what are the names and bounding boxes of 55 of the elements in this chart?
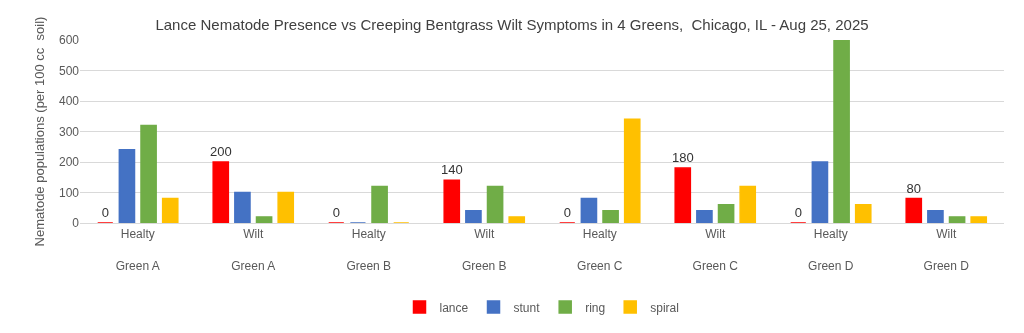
data-label: 0 bbox=[794, 205, 802, 220]
legend-label: spiral bbox=[650, 300, 679, 315]
bar bbox=[255, 216, 273, 223]
y-tick-label: 100 bbox=[58, 185, 80, 200]
bar bbox=[234, 191, 251, 223]
category-label: Healty Green A bbox=[115, 227, 160, 273]
category-label: Healty Green B bbox=[346, 227, 392, 273]
data-label: 180 bbox=[671, 150, 694, 166]
bar bbox=[905, 197, 923, 223]
data-label: 200 bbox=[209, 144, 232, 159]
bar bbox=[486, 185, 504, 223]
data-label: 0 bbox=[101, 205, 109, 220]
legend-label: stunt bbox=[513, 300, 541, 315]
category-label: Healty Green C bbox=[577, 227, 623, 273]
bar bbox=[580, 197, 598, 223]
bar bbox=[118, 149, 136, 223]
y-tick-label: 400 bbox=[58, 94, 80, 109]
legend-label: ring bbox=[585, 300, 606, 315]
category-label: Wilt Green D bbox=[923, 227, 969, 273]
data-label: 80 bbox=[906, 180, 921, 196]
bar bbox=[508, 216, 526, 223]
data-label: 0 bbox=[563, 205, 571, 220]
y-tick-label: 300 bbox=[58, 124, 80, 139]
legend-label: lance bbox=[439, 300, 469, 315]
y-tick-label: 200 bbox=[58, 155, 80, 170]
data-label: 140 bbox=[440, 162, 463, 178]
bar bbox=[739, 185, 757, 223]
bar bbox=[212, 161, 230, 223]
bar bbox=[161, 197, 179, 223]
bar bbox=[833, 40, 850, 223]
y-tick-label: 600 bbox=[58, 33, 80, 48]
category-label: Wilt Green B bbox=[461, 227, 507, 273]
bar bbox=[674, 167, 692, 223]
chart-title: Lance Nematode Presence vs Creeping Bentgrass Wilt Symptoms in 4 Greens, Chicago, IL - Aug 25, 2025 bbox=[155, 16, 869, 34]
bar bbox=[717, 203, 735, 223]
bar bbox=[854, 203, 872, 223]
category-label: Wilt Green A bbox=[231, 227, 276, 273]
y-axis-title: Nematode populations (per 100 cc soil) bbox=[32, 16, 47, 247]
bar bbox=[277, 191, 295, 223]
bar bbox=[371, 185, 388, 223]
bar bbox=[696, 210, 713, 223]
bar bbox=[443, 179, 461, 223]
bar bbox=[465, 210, 482, 223]
bar bbox=[602, 210, 619, 223]
category-label: Healty Green D bbox=[808, 227, 854, 273]
bar bbox=[970, 216, 988, 223]
bar bbox=[948, 216, 966, 223]
bar bbox=[140, 124, 157, 223]
y-tick-label: 0 bbox=[72, 216, 80, 231]
y-tick-label: 500 bbox=[58, 63, 80, 78]
bar bbox=[811, 161, 829, 223]
data-label: 0 bbox=[332, 205, 340, 220]
category-label: Wilt Green C bbox=[692, 227, 738, 273]
bar bbox=[927, 210, 944, 223]
bar bbox=[623, 118, 641, 223]
